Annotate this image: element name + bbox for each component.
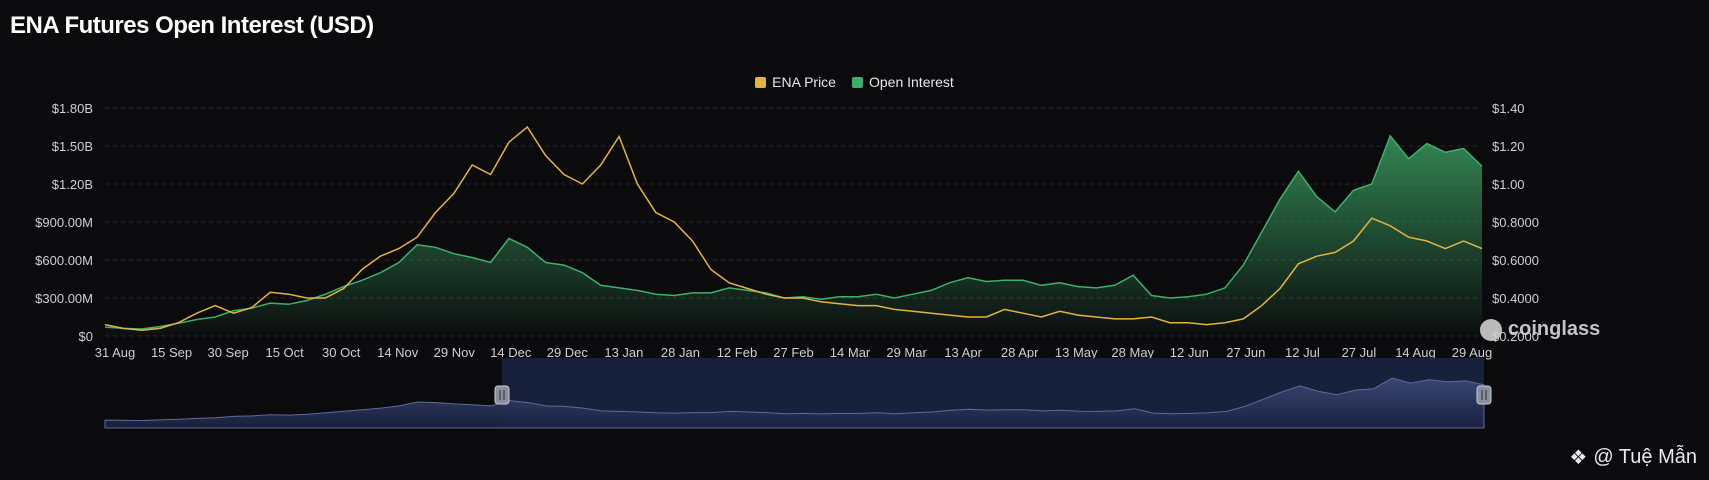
right-tick-label: $0.2000	[1492, 329, 1539, 344]
x-tick-label: 13 Jan	[604, 345, 643, 360]
x-tick-label: 30 Oct	[322, 345, 361, 360]
coinglass-mark-icon	[1480, 318, 1502, 341]
right-tick-label: $0.4000	[1492, 291, 1539, 306]
x-tick-label: 14 Mar	[830, 345, 871, 360]
ena-price-line	[104, 125, 1483, 332]
left-tick-label: $1.20B	[52, 177, 93, 192]
coinglass-logo-text: coinglass	[1508, 318, 1601, 340]
legend-swatch-price	[755, 76, 767, 88]
x-tick-label: 31 Aug	[95, 345, 136, 360]
legend: ENA Price Open Interest	[0, 74, 1709, 90]
navigator-handle-left[interactable]	[494, 385, 510, 405]
x-tick-label: 28 Jan	[661, 345, 700, 360]
range-navigator[interactable]	[104, 358, 1492, 429]
series-layer	[104, 125, 1483, 336]
x-tick-label: 12 Jun	[1170, 345, 1209, 360]
x-tick-label: 28 Apr	[1001, 345, 1039, 360]
legend-swatch-oi	[851, 76, 863, 88]
x-axis: 31 Aug 15 Sep 30 Sep 15 Oct 30 Oct 14 Nov 29 N…	[95, 345, 1493, 360]
x-tick-label: 30 Sep	[207, 345, 248, 360]
diamond-logo-icon: ❖	[1569, 447, 1588, 469]
right-tick-label: $1.20	[1492, 139, 1525, 154]
author-credit: @ Tuệ Mẫn	[1593, 446, 1697, 468]
left-tick-label: $1.80B	[52, 101, 93, 116]
coinglass-logo: coinglass	[1480, 318, 1600, 341]
left-y-axis: $0 $300.00M $600.00M $900.00M $1.20B $1.50B $1…	[35, 101, 93, 344]
left-tick-label: $300.00M	[35, 291, 93, 306]
x-tick-label: 29 Dec	[547, 345, 589, 360]
left-tick-label: $900.00M	[35, 215, 93, 230]
x-tick-label: 29 Mar	[886, 345, 927, 360]
right-tick-label: $0.8000	[1492, 215, 1539, 230]
open-interest-area	[105, 135, 1482, 336]
x-tick-label: 27 Jun	[1226, 345, 1265, 360]
x-tick-label: 29 Aug	[1452, 345, 1493, 360]
right-y-axis: $0.2000 $0.4000 $0.6000 $0.8000 $1.00 $1.20 $1…	[1492, 101, 1539, 344]
x-tick-label: 27 Jul	[1342, 345, 1377, 360]
x-tick-label: 13 Apr	[944, 345, 982, 360]
x-tick-label: 13 May	[1055, 345, 1098, 360]
x-tick-label: 14 Nov	[377, 345, 419, 360]
legend-label-price: ENA Price	[772, 74, 836, 90]
x-tick-label: 29 Nov	[434, 345, 476, 360]
x-tick-label: 12 Jul	[1285, 345, 1320, 360]
right-tick-label: $1.40	[1492, 101, 1525, 116]
x-tick-label: 15 Oct	[265, 345, 304, 360]
x-tick-label: 28 May	[1111, 345, 1154, 360]
left-tick-label: $1.50B	[52, 139, 93, 154]
x-tick-label: 15 Sep	[151, 345, 192, 360]
legend-label-oi: Open Interest	[868, 74, 954, 90]
x-tick-label: 27 Feb	[773, 345, 813, 360]
left-tick-label: $600.00M	[35, 253, 93, 268]
legend-item-ena-price[interactable]: ENA Price	[755, 74, 836, 90]
left-tick-label: $0	[79, 329, 93, 344]
legend-item-open-interest[interactable]: Open Interest	[851, 74, 954, 90]
x-tick-label: 12 Feb	[717, 345, 757, 360]
right-tick-label: $0.6000	[1492, 253, 1539, 268]
author-watermark: ❖ @ Tuệ Mẫn	[1569, 445, 1697, 470]
navigator-series	[104, 377, 1485, 429]
right-tick-label: $1.00	[1492, 177, 1525, 192]
navigator-handle-right[interactable]	[1476, 385, 1492, 405]
chart-title: ENA Futures Open Interest (USD)	[10, 12, 374, 39]
x-tick-label: 14 Aug	[1395, 345, 1436, 360]
x-tick-label: 14 Dec	[490, 345, 532, 360]
